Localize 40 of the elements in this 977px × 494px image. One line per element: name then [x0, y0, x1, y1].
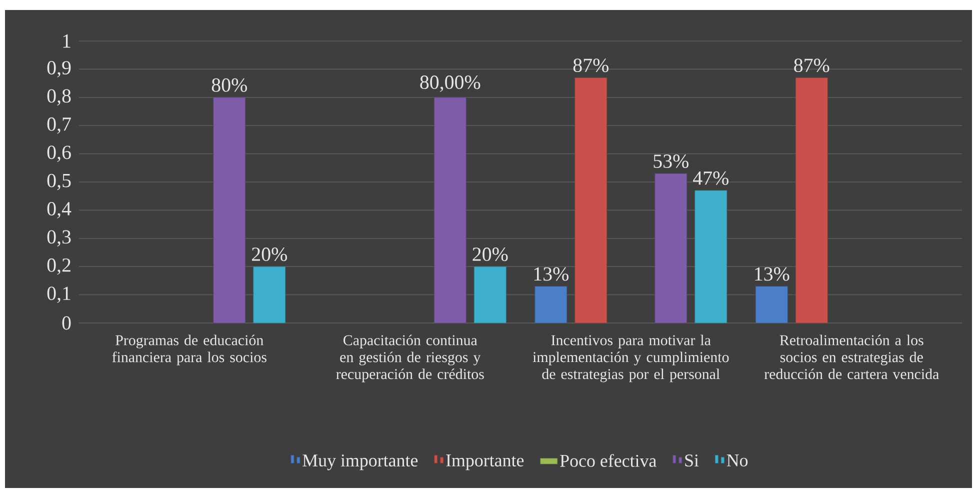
- legend-label: Muy importante: [302, 454, 418, 470]
- bar: [213, 97, 246, 324]
- bar: [574, 77, 608, 324]
- bar: [755, 286, 788, 324]
- data-label: 80,00%: [420, 76, 480, 92]
- y-tick-label: 0,9: [47, 61, 71, 78]
- legend-label: No: [726, 454, 748, 466]
- x-tick-label: Capacitación continua en gestión de riesgos y recuperación de créditos: [336, 334, 484, 382]
- y-tick-label: 0: [62, 316, 71, 330]
- y-tick-label: 0,1: [47, 286, 70, 303]
- bar: [434, 97, 466, 324]
- data-label: 53%: [654, 154, 688, 168]
- y-tick-label: 1: [63, 34, 70, 48]
- y-tick-label: 0,3: [47, 230, 71, 247]
- y-tick-label: 0,7: [47, 117, 71, 134]
- data-label: 80%: [212, 78, 247, 92]
- legend-label: Poco efectiva: [560, 454, 656, 467]
- y-tick-label: 0,6: [47, 146, 71, 162]
- data-label: 47%: [693, 171, 728, 185]
- legend-label: Importante: [446, 454, 524, 470]
- data-label: 87%: [573, 58, 608, 72]
- legend-label: Si: [685, 454, 699, 467]
- data-label: 87%: [794, 58, 830, 72]
- x-tick-label: Incentivos para motivar la implementación y cumplimiento de estrategias por el personal: [532, 334, 729, 382]
- x-tick-label: Programas de educación financiera para los socios: [112, 334, 266, 366]
- bar: [694, 190, 728, 324]
- y-tick-label: 0,5: [47, 174, 71, 190]
- y-tick-label: 0,4: [47, 202, 72, 218]
- y-tick-label: 0,8: [47, 89, 71, 106]
- bar: [534, 286, 568, 324]
- data-label: 20%: [252, 248, 287, 262]
- data-label: 13%: [534, 267, 568, 281]
- bar: [253, 266, 286, 324]
- bar: [654, 173, 688, 324]
- data-label: 20%: [472, 248, 508, 262]
- bar: [474, 266, 506, 324]
- bar: [795, 77, 828, 324]
- y-tick-label: 0,2: [47, 258, 70, 275]
- x-tick-label: Retroalimentación a los socios en estrategias de reducción de cartera vencida: [764, 334, 939, 380]
- data-label: 13%: [755, 267, 790, 281]
